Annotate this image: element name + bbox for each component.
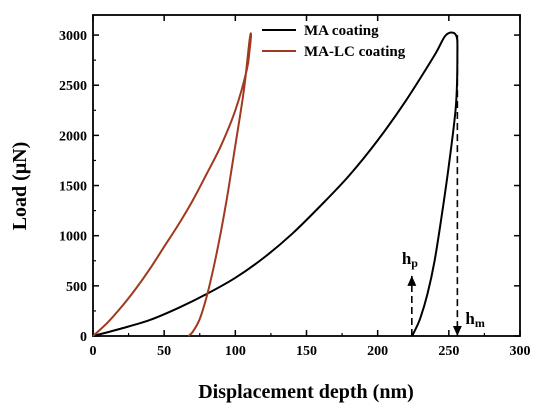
x-tick-label: 0 xyxy=(90,344,97,359)
plot-area xyxy=(92,14,521,337)
y-tick-label: 0 xyxy=(80,330,87,345)
y-axis-title: Load (μN) xyxy=(9,142,31,231)
legend-label-ma-coating: MA coating xyxy=(304,23,379,39)
y-tick-label: 500 xyxy=(66,280,87,295)
series-line-ma-lc-coating xyxy=(92,32,252,337)
series-line-ma-coating xyxy=(92,31,459,337)
annotation-label-hp: hp xyxy=(402,249,418,270)
annotation-label-hm: hm xyxy=(465,309,484,330)
annotation-layer: hp hm xyxy=(402,35,485,336)
plot-frame xyxy=(92,14,521,337)
x-axis-title: Displacement depth (nm) xyxy=(198,381,414,403)
data-layer xyxy=(92,31,459,337)
y-tick-label: 1000 xyxy=(59,230,87,245)
x-tick-label: 50 xyxy=(157,344,171,359)
x-tick-label: 100 xyxy=(225,344,246,359)
y-tick-label: 2000 xyxy=(59,129,87,144)
tick-labels: 0 50 100 150 200 250 3000500100015002000250030… xyxy=(59,29,531,359)
x-tick-label: 200 xyxy=(367,344,388,359)
legend-label-ma-lc-coating: MA-LC coating xyxy=(304,44,406,60)
x-tick-label: 300 xyxy=(510,344,531,359)
x-tick-label: 250 xyxy=(438,344,459,359)
y-tick-label: 2500 xyxy=(59,79,87,94)
x-tick-label: 150 xyxy=(296,344,317,359)
y-tick-label: 3000 xyxy=(59,29,87,44)
y-tick-label: 1500 xyxy=(59,180,87,195)
legend: MA coating MA-LC coating xyxy=(262,23,406,60)
